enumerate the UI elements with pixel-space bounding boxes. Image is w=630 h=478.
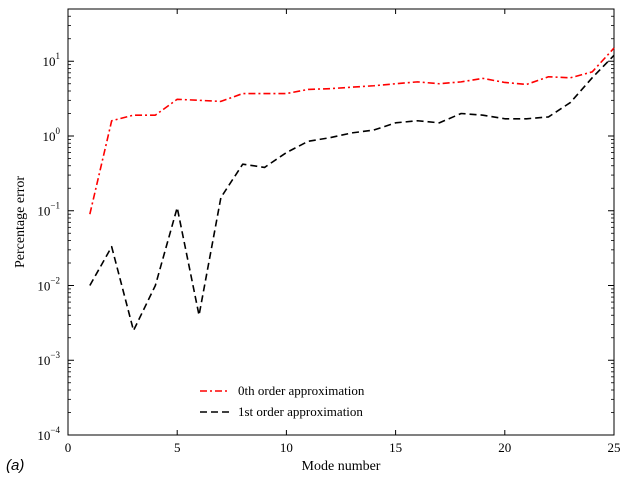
plot-area [67,8,615,436]
y-tick-label: 101 [43,51,61,69]
x-axis-title: Mode number [302,459,381,474]
y-tick-label: 10−4 [37,425,60,443]
x-tick-label: 0 [65,440,72,455]
series-line-0 [89,47,615,215]
x-axis-ticks: 0 5 10 15 20 25 [65,9,621,455]
y-tick-label: 10−2 [37,275,60,293]
series-layer [89,47,615,332]
y-tick-label: 100 [43,126,61,144]
legend-label-0th-order: 0th order approximation [238,383,365,398]
x-tick-label: 10 [280,440,293,455]
x-tick-label: 5 [174,440,181,455]
y-axis-ticks: 10−4 10−3 10−2 10−1 100 101 [37,8,614,443]
legend: 0th order approximation 1st order approx… [200,383,365,419]
panel-label: (a) [6,457,24,474]
x-tick-label: 20 [498,440,511,455]
y-axis-title: Percentage error [13,176,28,268]
y-tick-label: 10−3 [37,350,60,368]
x-tick-label: 25 [608,440,621,455]
series-line-1 [89,54,615,332]
x-tick-label: 15 [389,440,402,455]
y-tick-label: 10−1 [37,201,60,219]
legend-label-1st-order: 1st order approximation [238,404,363,419]
